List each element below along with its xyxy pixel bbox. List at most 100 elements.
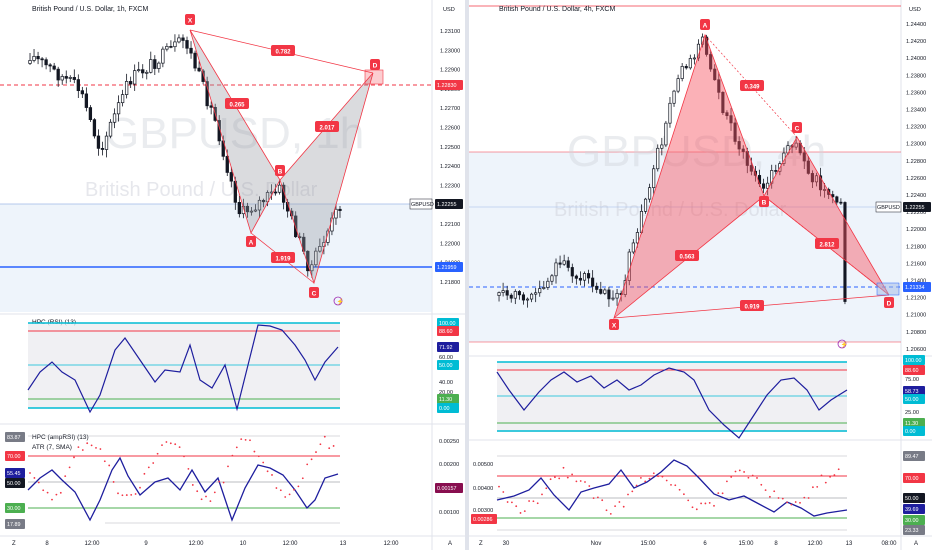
left-candle-body	[96, 135, 101, 149]
right-atr-dot	[644, 480, 647, 483]
left-ratio-label: 0.782	[275, 50, 291, 56]
left-atr-dot	[46, 491, 49, 494]
left-candle-body	[314, 250, 318, 266]
left-ind1-tick: 60.00	[439, 355, 453, 361]
left-candle-body	[277, 184, 282, 193]
right-candle-body	[615, 292, 619, 299]
left-point-label-a-box	[246, 236, 256, 247]
left-chart-canvas[interactable]: GBPUSD, 1h British Pound / U.S. Dollar Bri…	[0, 0, 465, 550]
left-ind2-tick: 0.00200	[439, 462, 459, 468]
right-corner-z[interactable]: Z	[479, 541, 483, 547]
right-currency-label: USD	[909, 7, 921, 13]
right-atr-dot	[640, 477, 642, 479]
left-blue-tag: 1.21959	[437, 265, 457, 271]
left-price-tag-box	[435, 199, 463, 209]
left-watermark-main: GBPUSD, 1h	[105, 109, 364, 158]
left-candle-body	[56, 68, 60, 81]
right-time-label: 12:00	[807, 541, 823, 547]
right-chart-panel[interactable]: GBPUSD, 4h British Pound / U.S. Dollar Bri…	[469, 0, 932, 550]
left-ind1-band	[28, 323, 340, 408]
left-ind2-tick: 0.00250	[439, 439, 459, 445]
right-candle-body	[521, 294, 526, 301]
left-atr-dot	[310, 458, 313, 461]
left-lightning-icon[interactable]	[333, 296, 343, 306]
right-price-tick: 1.24400	[906, 22, 926, 28]
right-candle-body	[774, 170, 778, 172]
right-chart-canvas[interactable]: GBPUSD, 4h British Pound / U.S. Dollar Bri…	[469, 0, 932, 550]
left-ind1-tag: 88.60	[439, 329, 453, 335]
right-price-tick: 1.21400	[906, 279, 926, 285]
left-ind1-tag: 100.00	[439, 321, 456, 327]
left-candle-body	[157, 62, 161, 69]
left-price-tick: 1.22300	[440, 183, 460, 189]
left-ind2-right-tag: 0.00157	[437, 486, 457, 492]
right-candle-body	[823, 189, 827, 191]
right-candle-body	[725, 112, 729, 117]
right-atr-dot	[566, 476, 569, 479]
right-ind2-tick: 0.00400	[473, 486, 493, 492]
left-atr-dot	[165, 441, 168, 443]
right-candle-body	[530, 293, 534, 300]
left-ind1-tag: 11.30	[439, 397, 452, 403]
left-atr-dot	[284, 496, 287, 498]
left-chart-panel[interactable]: GBPUSD, 1h British Pound / U.S. Dollar Bri…	[0, 0, 465, 550]
right-candle-body	[741, 148, 745, 152]
right-ind2-tag: 39.69	[905, 507, 919, 513]
left-ind1-tag-box	[437, 360, 459, 370]
panel-divider[interactable]	[465, 0, 469, 550]
right-atr-dot	[605, 509, 608, 512]
right-atr-dot	[506, 501, 509, 503]
right-price-tick: 1.20600	[906, 347, 926, 353]
right-time-label: 30	[503, 541, 510, 547]
right-candle-body	[766, 182, 770, 189]
left-corner-z[interactable]: Z	[12, 541, 16, 547]
left-candle-body	[120, 94, 125, 104]
right-corner-a[interactable]: A	[914, 541, 918, 547]
left-candle-body	[60, 76, 64, 81]
right-price-tick: 1.21800	[906, 244, 926, 250]
left-atr-dot	[222, 481, 225, 484]
left-corner-a[interactable]: A	[448, 541, 452, 547]
right-candle-body	[680, 66, 684, 79]
right-atr-dot	[734, 470, 737, 473]
right-ind1-tick: 25.00	[905, 410, 919, 416]
left-candle-body	[124, 81, 129, 95]
left-atr-dot	[231, 454, 234, 457]
right-atr-dot	[648, 477, 651, 480]
left-candle-body	[265, 192, 270, 203]
right-ind1-tag-box	[903, 365, 925, 375]
right-candle-body	[700, 36, 705, 45]
right-atr-dot	[597, 496, 599, 499]
right-atr-dot	[674, 484, 677, 487]
right-ind1-tag-box	[903, 418, 925, 428]
left-ind1-tick: 20.00	[439, 390, 453, 396]
left-atr-dot	[279, 489, 282, 492]
right-atr-dot	[631, 490, 634, 493]
left-candle-body	[273, 191, 278, 194]
left-candle-body	[334, 208, 338, 219]
right-price-tick: 1.21600	[906, 261, 926, 267]
right-symbol-tag-box	[875, 201, 902, 213]
right-ind2-tag: 89.47	[905, 454, 919, 460]
right-lightning-icon[interactable]	[837, 339, 847, 349]
right-candle-body	[501, 290, 505, 293]
left-price-tick: 1.22500	[440, 145, 460, 151]
right-candle-body	[692, 57, 696, 60]
right-atr-dot	[618, 501, 621, 503]
right-symbol-title: British Pound / U.S. Dollar, 4h, FXCM	[499, 6, 615, 13]
right-candle-body	[762, 183, 766, 189]
left-atr-dot	[59, 491, 62, 494]
left-price-tag: 1.22255	[437, 202, 457, 208]
right-atr-dot	[609, 512, 612, 515]
left-point-label-c-box	[309, 287, 319, 298]
left-atr-dot	[112, 481, 115, 483]
left-time-label: 12:00	[282, 541, 298, 547]
left-candle-body	[153, 59, 157, 69]
right-price-tick: 1.21200	[906, 296, 926, 302]
left-atr-dot	[205, 495, 207, 498]
left-candle-body	[100, 148, 105, 150]
left-atr-dot	[297, 485, 300, 488]
left-atr-dot	[174, 443, 177, 446]
right-candle-body	[566, 260, 570, 268]
right-candle-body	[570, 267, 574, 277]
